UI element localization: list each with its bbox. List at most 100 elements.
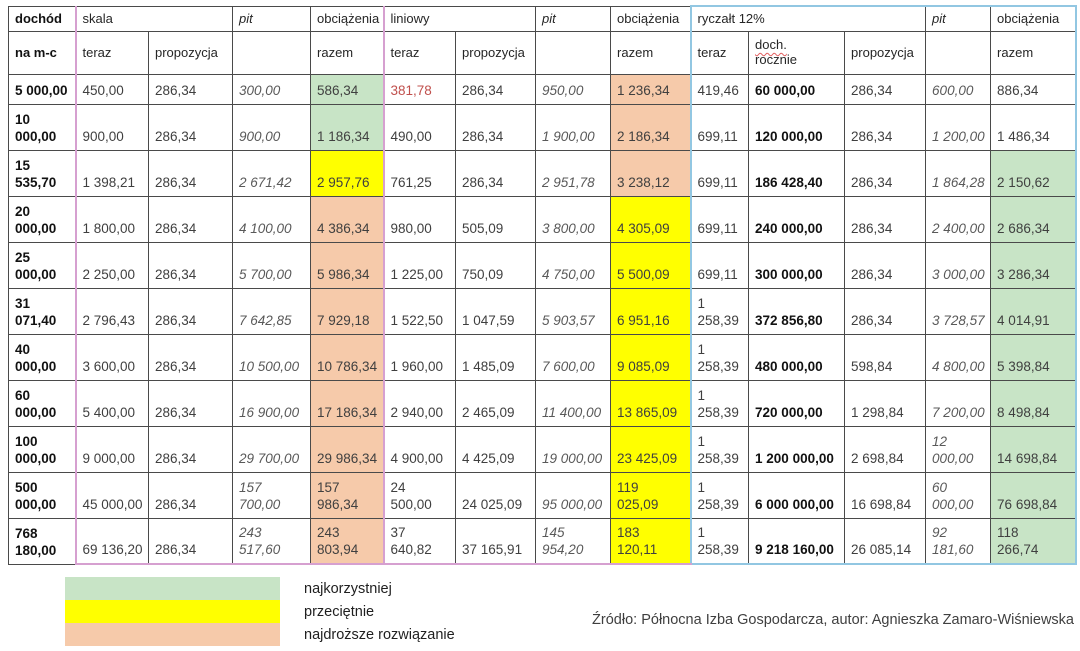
skala-propozycja-cell: 286,34 — [147, 149, 234, 197]
legend-item-best: najkorzystniej — [65, 577, 455, 600]
header-skala: skala — [74, 5, 234, 32]
liniowy-teraz-cell: 1 960,00 — [382, 333, 457, 381]
ryczalt-propozycja-cell: 286,34 — [844, 73, 927, 105]
header-liniowy-teraz: teraz — [382, 30, 457, 75]
ryczalt-pit-cell: 2 400,00 — [925, 195, 992, 243]
legend-label: najdroższe rozwiązanie — [304, 626, 455, 643]
ryczalt-pit-cell: 1 864,28 — [925, 149, 992, 197]
ryczalt-doch-rocznie-cell: 1 200 000,00 — [748, 425, 846, 473]
ryczalt-teraz-cell: 1 258,39 — [689, 287, 750, 335]
table-body: 5 000,00 450,00 286,34 300,00 586,34 381,78 28… — [8, 73, 1077, 565]
liniowy-teraz-cell: 381,78 — [382, 73, 457, 105]
skala-razem-cell: 10 786,34 — [310, 333, 385, 381]
liniowy-teraz-cell: 980,00 — [382, 195, 457, 243]
skala-razem-cell: 157 986,34 — [310, 471, 385, 519]
ryczalt-pit-cell: 4 800,00 — [925, 333, 992, 381]
skala-teraz-cell: 900,00 — [74, 103, 149, 151]
header-liniowy-pit: pit — [535, 5, 612, 32]
ryczalt-doch-rocznie-cell: 372 856,80 — [748, 287, 846, 335]
liniowy-pit-cell: 5 903,57 — [535, 287, 612, 335]
orange-swatch — [65, 623, 280, 646]
ryczalt-pit-cell: 3 000,00 — [925, 241, 992, 289]
ryczalt-propozycja-cell: 598,84 — [844, 333, 927, 381]
skala-propozycja-cell: 286,34 — [147, 379, 234, 427]
liniowy-propozycja-cell: 1 047,59 — [455, 287, 537, 335]
header-ryczalt-razem: razem — [990, 30, 1077, 75]
liniowy-propozycja-cell: 505,09 — [455, 195, 537, 243]
yellow-swatch — [65, 600, 280, 623]
liniowy-razem-cell: 3 238,12 — [610, 149, 692, 197]
liniowy-razem-cell: 9 085,09 — [610, 333, 692, 381]
skala-teraz-cell: 9 000,00 — [74, 425, 149, 473]
skala-teraz-cell: 3 600,00 — [74, 333, 149, 381]
liniowy-pit-cell: 3 800,00 — [535, 195, 612, 243]
legend-label: przeciętnie — [304, 603, 375, 620]
skala-razem-cell: 7 929,18 — [310, 287, 385, 335]
skala-pit-cell: 7 642,85 — [232, 287, 312, 335]
liniowy-propozycja-cell: 4 425,09 — [455, 425, 537, 473]
skala-propozycja-cell: 286,34 — [147, 103, 234, 151]
ryczalt-razem-cell: 14 698,84 — [990, 425, 1077, 473]
liniowy-propozycja-cell: 286,34 — [455, 73, 537, 105]
liniowy-teraz-cell: 490,00 — [382, 103, 457, 151]
ryczalt-razem-cell: 2 686,34 — [990, 195, 1077, 243]
skala-razem-cell: 2 957,76 — [310, 149, 385, 197]
source-text: Źródło: Północna Izba Gospodarcza, autor… — [592, 612, 1074, 628]
header-skala-razem: razem — [310, 30, 385, 75]
ryczalt-propozycja-cell: 286,34 — [844, 241, 927, 289]
liniowy-razem-cell: 2 186,34 — [610, 103, 692, 151]
liniowy-pit-cell: 950,00 — [535, 73, 612, 105]
skala-pit-cell: 10 500,00 — [232, 333, 312, 381]
ryczalt-doch-rocznie-cell: 9 218 160,00 — [748, 517, 846, 565]
liniowy-pit-cell: 19 000,00 — [535, 425, 612, 473]
header-empty-cell — [535, 30, 612, 75]
liniowy-pit-cell: 1 900,00 — [535, 103, 612, 151]
header-ryczalt-obciazenia: obciążenia — [990, 5, 1077, 32]
header-skala-teraz: teraz — [74, 30, 149, 75]
ryczalt-teraz-cell: 1 258,39 — [689, 471, 750, 519]
liniowy-pit-cell: 2 951,78 — [535, 149, 612, 197]
legend-item-average: przeciętnie — [65, 600, 455, 623]
liniowy-razem-cell: 119 025,09 — [610, 471, 692, 519]
ryczalt-propozycja-cell: 286,34 — [844, 195, 927, 243]
table-row: 40 000,00 3 600,00 286,34 10 500,00 10 786,3… — [8, 333, 1077, 381]
income-cell: 10 000,00 — [8, 103, 76, 151]
header-rocznie-word: rocznie — [755, 52, 797, 67]
skala-propozycja-cell: 286,34 — [147, 73, 234, 105]
liniowy-teraz-cell: 24 500,00 — [382, 471, 457, 519]
ryczalt-doch-rocznie-cell: 186 428,40 — [748, 149, 846, 197]
ryczalt-propozycja-cell: 286,34 — [844, 287, 927, 335]
income-cell: 500 000,00 — [8, 471, 76, 519]
ryczalt-teraz-cell: 699,11 — [689, 241, 750, 289]
liniowy-razem-cell: 6 951,16 — [610, 287, 692, 335]
ryczalt-propozycja-cell: 1 298,84 — [844, 379, 927, 427]
skala-razem-cell: 29 986,34 — [310, 425, 385, 473]
header-ryczalt-propozycja: propozycja — [844, 30, 927, 75]
liniowy-propozycja-cell: 1 485,09 — [455, 333, 537, 381]
liniowy-pit-cell: 11 400,00 — [535, 379, 612, 427]
skala-propozycja-cell: 286,34 — [147, 287, 234, 335]
header-na-mc: na m-c — [8, 30, 76, 75]
skala-teraz-cell: 450,00 — [74, 73, 149, 105]
skala-pit-cell: 16 900,00 — [232, 379, 312, 427]
ryczalt-doch-rocznie-cell: 480 000,00 — [748, 333, 846, 381]
tax-comparison-table: dochód skala pit obciążenia liniowy pit … — [8, 5, 1077, 565]
header-empty-cell — [925, 30, 992, 75]
skala-razem-cell: 1 186,34 — [310, 103, 385, 151]
income-cell: 31 071,40 — [8, 287, 76, 335]
skala-razem-cell: 586,34 — [310, 73, 385, 105]
liniowy-propozycja-cell: 286,34 — [455, 149, 537, 197]
skala-teraz-cell: 2 796,43 — [74, 287, 149, 335]
ryczalt-razem-cell: 2 150,62 — [990, 149, 1077, 197]
ryczalt-doch-rocznie-cell: 300 000,00 — [748, 241, 846, 289]
liniowy-razem-cell: 1 236,34 — [610, 73, 692, 105]
table-row: 15 535,70 1 398,21 286,34 2 671,42 2 957,76 7… — [8, 149, 1077, 197]
header-ryczalt: ryczałt 12% — [689, 5, 927, 32]
liniowy-propozycja-cell: 2 465,09 — [455, 379, 537, 427]
skala-propozycja-cell: 286,34 — [147, 241, 234, 289]
skala-teraz-cell: 45 000,00 — [74, 471, 149, 519]
skala-pit-cell: 900,00 — [232, 103, 312, 151]
skala-razem-cell: 243 803,94 — [310, 517, 385, 565]
ryczalt-razem-cell: 1 486,34 — [990, 103, 1077, 151]
income-cell: 20 000,00 — [8, 195, 76, 243]
